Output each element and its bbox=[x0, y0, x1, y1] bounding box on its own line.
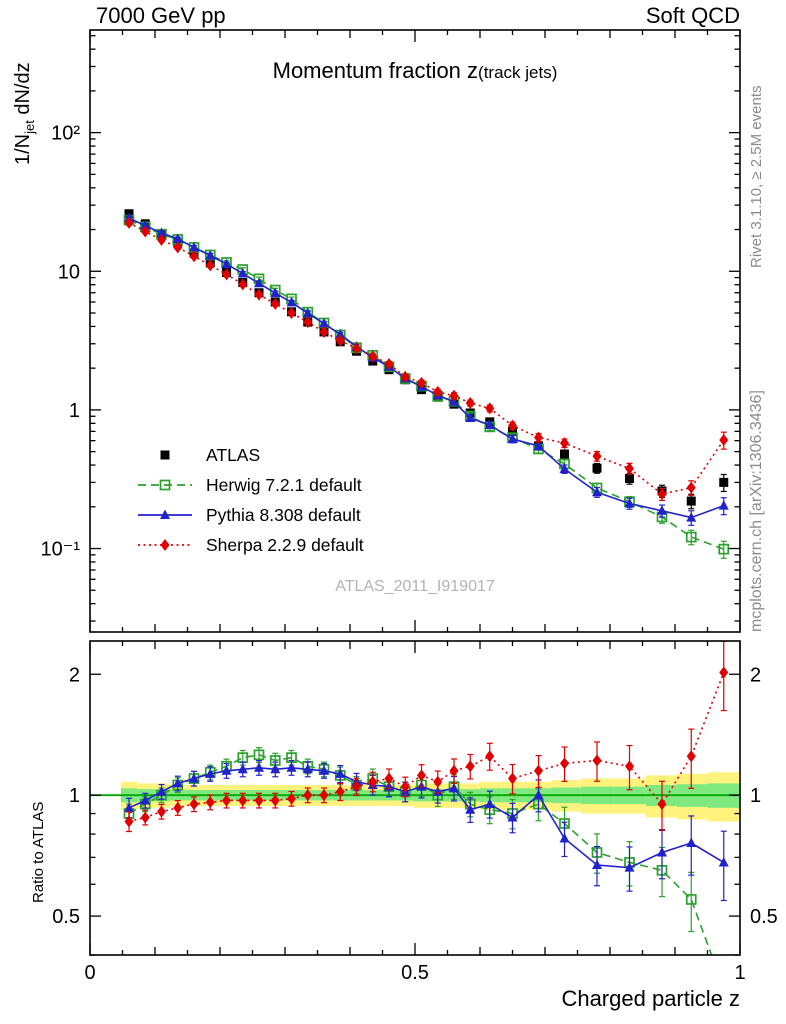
legend-label-atlas: ATLAS bbox=[206, 444, 261, 465]
rivet-version-note: Rivet 3.1.10, ≥ 2.5M events bbox=[748, 85, 765, 269]
svg-text:1: 1 bbox=[69, 785, 80, 807]
legend-label-sherpa: Sherpa 2.2.9 default bbox=[206, 534, 364, 555]
legend: ATLAS Herwig 7.2.1 default Pythia 8.308 … bbox=[136, 440, 364, 560]
analysis-id-watermark: ATLAS_2011_I919017 bbox=[335, 578, 495, 595]
svg-text:0.5: 0.5 bbox=[52, 906, 80, 928]
svg-text:1: 1 bbox=[750, 785, 761, 807]
svg-text:2: 2 bbox=[750, 664, 761, 686]
mcplots-arxiv-note: mcplots.cern.ch [arXiv:1306.3436] bbox=[748, 390, 765, 632]
pythia-marker-icon bbox=[136, 504, 194, 526]
svg-text:0: 0 bbox=[84, 962, 95, 984]
legend-item-pythia: Pythia 8.308 default bbox=[136, 500, 364, 530]
y-axis-label-post: dN/dz bbox=[12, 62, 34, 121]
legend-item-sherpa: Sherpa 2.2.9 default bbox=[136, 530, 364, 560]
herwig-marker-icon bbox=[136, 474, 194, 496]
legend-item-herwig: Herwig 7.2.1 default bbox=[136, 470, 364, 500]
plot-title-paren: (track jets) bbox=[478, 63, 558, 82]
legend-label-herwig: Herwig 7.2.1 default bbox=[206, 474, 362, 495]
svg-text:0.5: 0.5 bbox=[750, 906, 778, 928]
y-axis-label-sub: jet bbox=[22, 120, 37, 134]
ratio-panel-frame bbox=[89, 640, 741, 956]
svg-text:1: 1 bbox=[69, 400, 80, 422]
legend-item-atlas: ATLAS bbox=[136, 440, 364, 470]
svg-text:10: 10 bbox=[58, 261, 80, 283]
plot-title-main: Momentum fraction z bbox=[272, 58, 479, 83]
sherpa-marker-icon bbox=[136, 534, 194, 556]
plot-title: Momentum fraction z(track jets) bbox=[90, 58, 740, 84]
svg-text:10⁻¹: 10⁻¹ bbox=[41, 539, 81, 561]
series-main-3 bbox=[124, 216, 729, 502]
x-axis-label: Charged particle z bbox=[561, 986, 740, 1011]
svg-text:10²: 10² bbox=[51, 123, 80, 145]
main-panel-frame bbox=[89, 29, 741, 633]
series-ratio-2 bbox=[124, 759, 729, 902]
y-axis-label-ratio: Ratio to ATLAS bbox=[30, 801, 47, 903]
series-ratio-3 bbox=[124, 641, 729, 833]
svg-text:2: 2 bbox=[69, 664, 80, 686]
header-process-group: Soft QCD bbox=[645, 3, 740, 28]
legend-label-pythia: Pythia 8.308 default bbox=[206, 504, 361, 525]
header-beam-energy: 7000 GeV pp bbox=[96, 3, 226, 28]
svg-text:1: 1 bbox=[734, 962, 745, 984]
atlas-marker-icon bbox=[136, 444, 194, 466]
y-axis-label-pre: 1/N bbox=[12, 133, 34, 165]
svg-text:0.5: 0.5 bbox=[401, 962, 429, 984]
y-axis-label-main: 1/Njet dN/dz bbox=[12, 62, 37, 165]
